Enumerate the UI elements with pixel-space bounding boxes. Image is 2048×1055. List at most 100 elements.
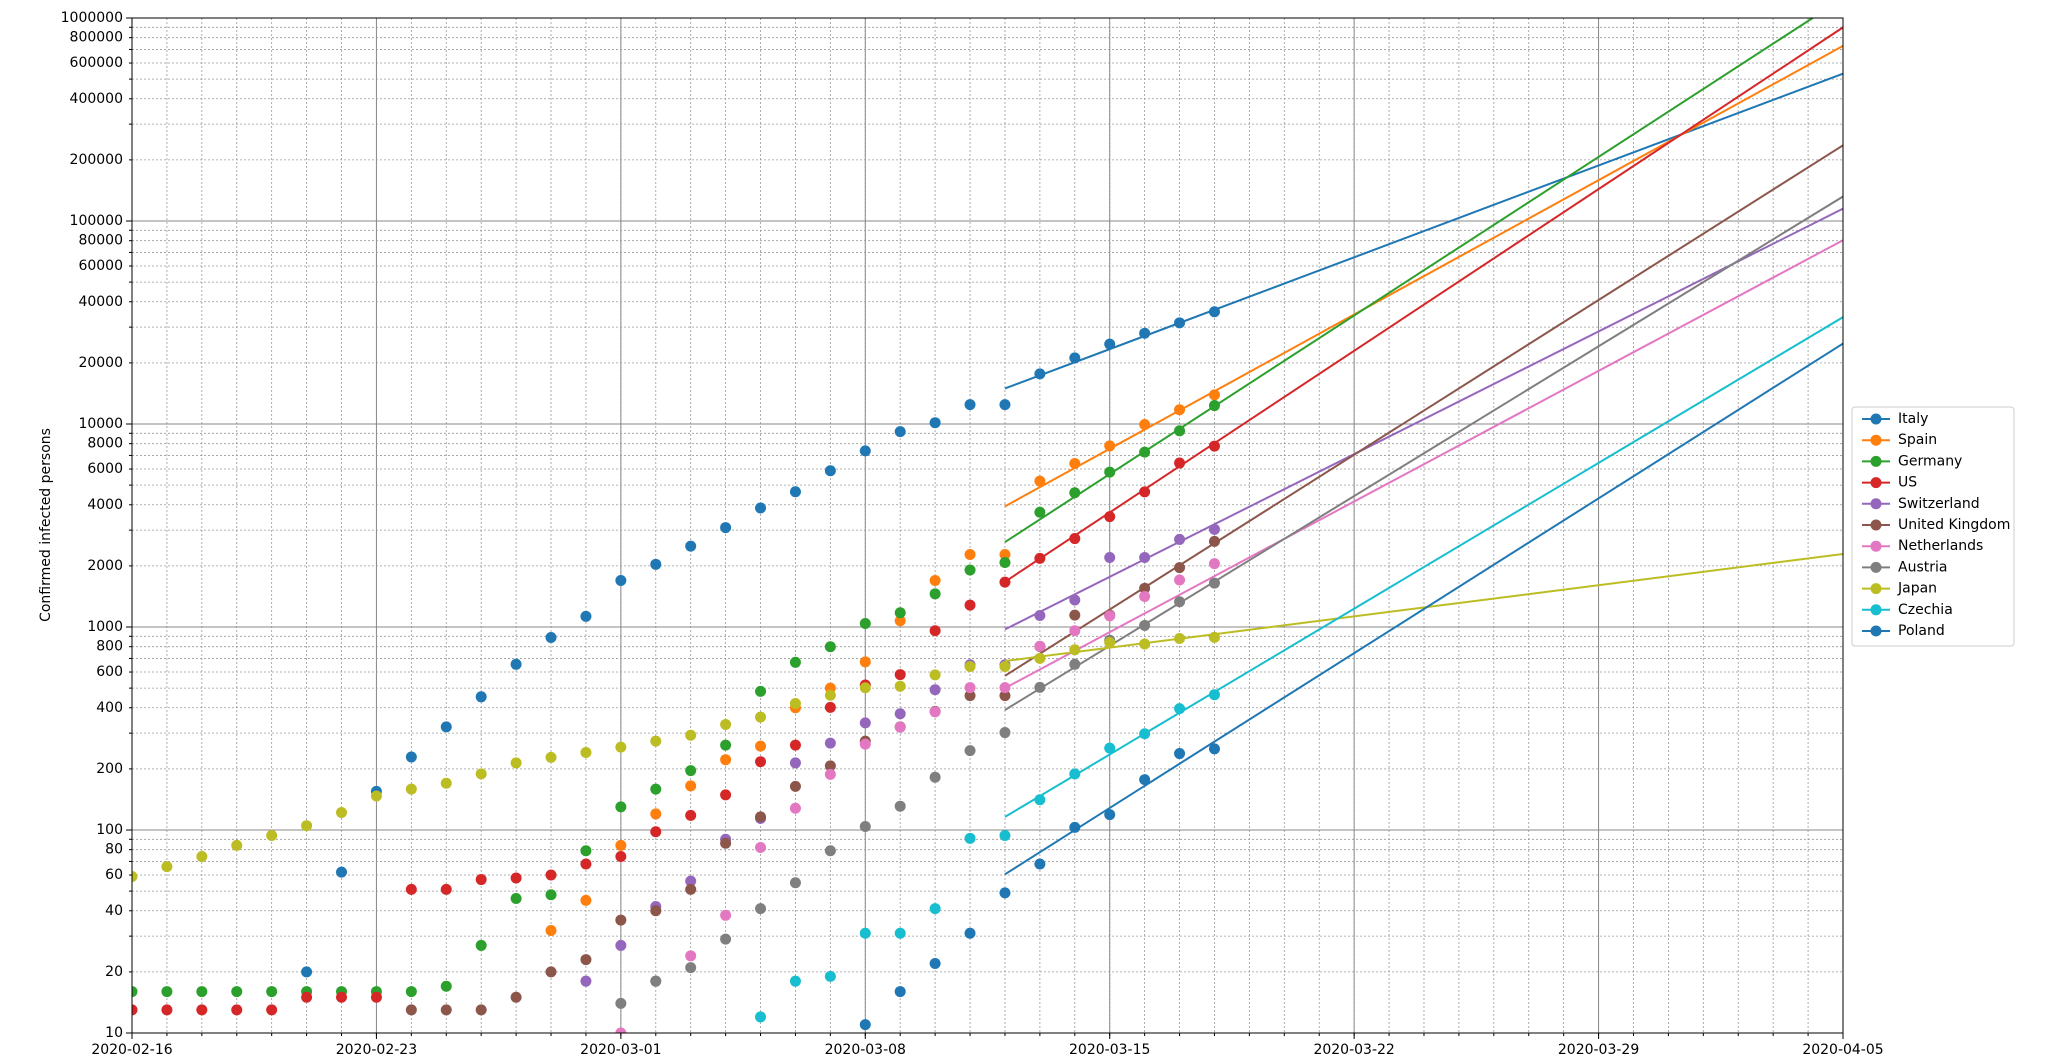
legend-label: Spain xyxy=(1898,432,1937,448)
data-point xyxy=(1104,742,1116,754)
data-point xyxy=(720,522,732,534)
data-point xyxy=(615,575,627,587)
data-point xyxy=(999,399,1011,411)
data-point xyxy=(161,986,173,998)
data-point xyxy=(196,851,208,863)
data-point xyxy=(440,883,452,895)
data-point xyxy=(859,821,871,833)
legend-marker xyxy=(1870,498,1882,510)
data-point xyxy=(685,765,697,777)
data-point xyxy=(580,746,592,758)
data-point xyxy=(720,789,732,801)
data-point xyxy=(789,656,801,668)
data-point xyxy=(231,1004,243,1016)
y-tick-label: 60000 xyxy=(78,258,123,274)
data-point xyxy=(1069,821,1081,833)
data-point xyxy=(964,660,976,672)
data-point xyxy=(405,986,417,998)
data-point xyxy=(789,486,801,498)
y-tick-label: 2000 xyxy=(87,558,123,574)
data-point xyxy=(545,751,557,763)
data-point xyxy=(929,588,941,600)
data-point xyxy=(615,914,627,926)
data-point xyxy=(1208,689,1220,701)
data-point xyxy=(964,399,976,411)
y-tick-label: 400 xyxy=(96,700,123,716)
data-point xyxy=(650,975,662,987)
data-point xyxy=(132,1004,138,1016)
fit-line xyxy=(1004,207,1843,631)
data-point xyxy=(1034,858,1046,870)
x-tick-label: 2020-03-29 xyxy=(1558,1042,1639,1055)
y-tick-label: 100000 xyxy=(70,213,123,229)
y-tick-label: 100 xyxy=(96,822,123,838)
data-point xyxy=(964,832,976,844)
data-point xyxy=(894,721,906,733)
fit-line xyxy=(1004,72,1843,390)
data-point xyxy=(1104,338,1116,350)
data-point xyxy=(685,540,697,552)
legend-label: Netherlands xyxy=(1898,538,1983,554)
data-point xyxy=(999,690,1011,702)
legend-box xyxy=(1851,406,2015,647)
data-point xyxy=(755,841,767,853)
data-point xyxy=(1174,562,1186,574)
x-tick-label: 2020-02-16 xyxy=(91,1042,172,1055)
axes: 2020-02-16 2020-02-23 2020-03-01 2020-03-08… xyxy=(61,10,1884,1055)
data-point xyxy=(789,975,801,987)
x-tick-label: 2020-03-22 xyxy=(1313,1042,1394,1055)
legend-marker xyxy=(1870,540,1882,552)
y-tick-label: 800000 xyxy=(70,30,123,46)
data-point xyxy=(405,1004,417,1016)
y-tick-label: 600 xyxy=(96,664,123,680)
y-tick-label: 60 xyxy=(105,867,123,883)
data-point xyxy=(545,889,557,901)
fit-line xyxy=(1004,26,1843,583)
data-point xyxy=(545,966,557,978)
data-point xyxy=(929,957,941,969)
data-point xyxy=(720,754,732,766)
data-point xyxy=(1104,610,1116,622)
data-point xyxy=(929,669,941,681)
data-point xyxy=(824,701,836,713)
legend-marker xyxy=(1870,583,1882,595)
data-point xyxy=(231,839,243,851)
data-point xyxy=(1139,774,1151,786)
data-point xyxy=(650,735,662,747)
data-point xyxy=(132,871,138,883)
legend-marker xyxy=(1870,561,1882,573)
data-point xyxy=(650,783,662,795)
data-point xyxy=(859,717,871,729)
data-point xyxy=(894,615,906,627)
data-point xyxy=(824,689,836,701)
legend-marker xyxy=(1870,604,1882,616)
y-tick-label: 1000 xyxy=(87,619,123,635)
data-point xyxy=(894,680,906,692)
data-point xyxy=(964,745,976,757)
data-point xyxy=(859,1019,871,1031)
x-tick-label: 2020-03-08 xyxy=(825,1042,906,1055)
data-point xyxy=(929,903,941,915)
data-point xyxy=(894,669,906,681)
legend-label: United Kingdom xyxy=(1898,517,2010,533)
data-point xyxy=(755,740,767,752)
data-point xyxy=(615,801,627,813)
data-point xyxy=(964,690,976,702)
data-point xyxy=(999,829,1011,841)
data-point xyxy=(580,894,592,906)
data-point xyxy=(1174,457,1186,469)
y-tick-label: 20 xyxy=(105,964,123,980)
data-point xyxy=(615,741,627,753)
data-point xyxy=(475,939,487,951)
data-point xyxy=(440,980,452,992)
data-point xyxy=(615,851,627,863)
legend-label: Switzerland xyxy=(1898,496,1980,512)
data-point xyxy=(196,986,208,998)
data-point xyxy=(580,858,592,870)
data-point xyxy=(894,800,906,812)
legend-label: Austria xyxy=(1898,559,1947,575)
data-point xyxy=(580,975,592,987)
data-point xyxy=(545,924,557,936)
data-point xyxy=(650,558,662,570)
